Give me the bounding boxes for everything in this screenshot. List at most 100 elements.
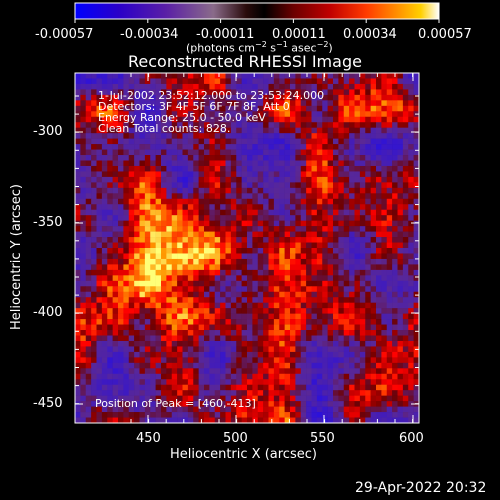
heatmap-pixel (187, 220, 194, 227)
heatmap-pixel (107, 319, 113, 325)
heatmap-pixel (365, 144, 371, 150)
heatmap-pixel (177, 357, 183, 364)
heatmap-pixel (187, 319, 194, 325)
plot-title: Reconstructed RHESSI Image (128, 52, 362, 71)
heatmap-pixel (284, 155, 291, 161)
heatmap-pixel (338, 176, 345, 183)
heatmap-pixel (247, 78, 253, 85)
heatmap-pixel (107, 395, 113, 402)
heatmap-pixel (311, 297, 318, 303)
heatmap-pixel (290, 297, 296, 303)
heatmap-pixel (101, 357, 108, 364)
heatmap-pixel (187, 384, 194, 391)
heatmap-pixel (187, 379, 194, 386)
heatmap-pixel (204, 269, 210, 276)
heatmap-pixel (241, 286, 248, 293)
heatmap-pixel (359, 357, 366, 364)
heatmap-pixel (392, 401, 398, 407)
heatmap-pixel (128, 406, 135, 413)
heatmap-pixel (376, 297, 382, 303)
heatmap-pixel (91, 340, 97, 347)
heatmap-pixel (311, 330, 318, 336)
heatmap-pixel (182, 116, 189, 123)
heatmap-pixel (214, 253, 221, 260)
heatmap-pixel (85, 187, 92, 194)
heatmap-pixel (85, 313, 92, 320)
heatmap-pixel (241, 226, 248, 232)
heatmap-pixel (413, 373, 419, 380)
heatmap-pixel (150, 340, 156, 347)
heatmap-pixel (376, 209, 382, 216)
heatmap-pixel (91, 324, 97, 331)
heatmap-pixel (273, 122, 280, 128)
heatmap-pixel (252, 253, 259, 260)
heatmap-pixel (220, 160, 226, 167)
heatmap-pixel (408, 362, 414, 369)
heatmap-pixel (171, 209, 178, 216)
heatmap-pixel (193, 220, 199, 227)
heatmap-pixel (263, 165, 269, 172)
heatmap-pixel (306, 100, 312, 107)
heatmap-pixel (144, 231, 151, 238)
heatmap-pixel (268, 193, 275, 200)
heatmap-pixel (91, 116, 97, 123)
heatmap-pixel (101, 78, 108, 85)
heatmap-pixel (413, 248, 419, 254)
heatmap-pixel (402, 116, 409, 123)
heatmap-pixel (327, 313, 334, 320)
heatmap-pixel (236, 155, 242, 161)
heatmap-pixel (322, 127, 328, 134)
heatmap-pixel (252, 335, 259, 342)
heatmap-pixel (349, 204, 355, 211)
heatmap-pixel (376, 324, 382, 331)
heatmap-pixel (338, 226, 345, 232)
heatmap-pixel (284, 280, 291, 287)
heatmap-pixel (316, 105, 323, 112)
heatmap-pixel (370, 362, 377, 369)
heatmap-pixel (204, 390, 210, 396)
heatmap-pixel (316, 122, 323, 128)
heatmap-pixel (123, 133, 130, 139)
heatmap-pixel (354, 275, 361, 282)
heatmap-pixel (225, 302, 232, 309)
heatmap-pixel (338, 198, 345, 205)
heatmap-pixel (150, 379, 156, 386)
heatmap-pixel (359, 346, 366, 353)
heatmap-pixel (187, 335, 194, 342)
heatmap-pixel (295, 73, 302, 79)
heatmap-pixel (392, 280, 398, 287)
heatmap-pixel (214, 144, 221, 150)
heatmap-pixel (134, 138, 140, 145)
heatmap-pixel (209, 122, 216, 128)
heatmap-pixel (252, 155, 259, 161)
heatmap-pixel (220, 138, 226, 145)
heatmap-pixel (263, 291, 269, 298)
heatmap-pixel (187, 330, 194, 336)
heatmap-pixel (257, 324, 264, 331)
heatmap-pixel (236, 248, 242, 254)
heatmap-pixel (91, 406, 97, 413)
heatmap-pixel (257, 100, 264, 107)
heatmap-pixel (370, 193, 377, 200)
heatmap-pixel (193, 176, 199, 183)
heatmap-pixel (101, 286, 108, 293)
heatmap-pixel (139, 133, 146, 139)
heatmap-pixel (349, 198, 355, 205)
heatmap-pixel (80, 406, 87, 413)
heatmap-pixel (359, 253, 366, 260)
y-tick-label-0: -300 (33, 124, 63, 139)
heatmap-pixel (96, 297, 103, 303)
heatmap-pixel (257, 73, 264, 79)
heatmap-pixel (359, 220, 366, 227)
heatmap-pixel (214, 204, 221, 211)
heatmap-pixel (386, 406, 393, 413)
heatmap-pixel (359, 280, 366, 287)
heatmap-pixel (107, 237, 113, 243)
heatmap-pixel (413, 275, 419, 282)
heatmap-pixel (193, 401, 199, 407)
heatmap-pixel (349, 105, 355, 112)
heatmap-pixel (107, 362, 113, 369)
heatmap-pixel (257, 171, 264, 178)
heatmap-pixel (306, 401, 312, 407)
heatmap-pixel (338, 324, 345, 331)
